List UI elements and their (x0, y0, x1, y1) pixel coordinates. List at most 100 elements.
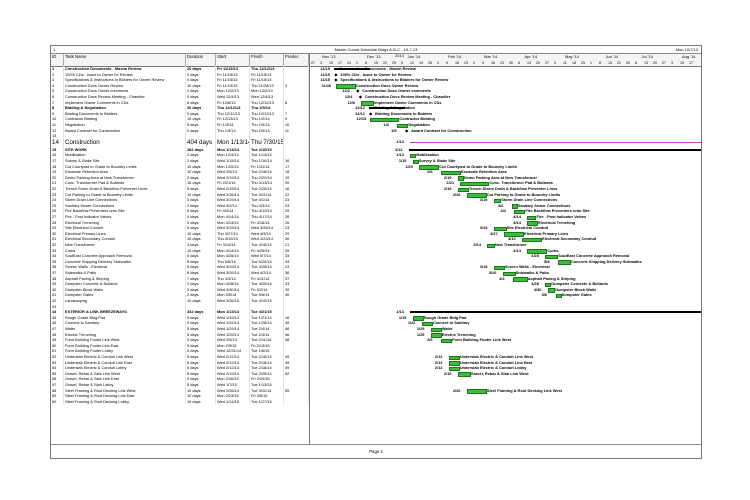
task-bar[interactable] (441, 338, 453, 344)
summary-bar[interactable] (334, 68, 371, 70)
table-row[interactable]: 18 Cut Courtyard to Grade to Boundry Limi… (51, 163, 309, 170)
task-bar[interactable] (545, 254, 559, 260)
milestone-diamond-icon[interactable]: ◆ (358, 94, 362, 99)
milestone-diamond-icon[interactable]: ◆ (334, 77, 338, 83)
task-bar[interactable] (410, 153, 417, 159)
task-bar[interactable] (460, 181, 490, 187)
task-bar[interactable] (412, 316, 424, 321)
table-row[interactable]: 33 Curbs 10 days Mon 4/14/14 Fri 4/25/14 26 (51, 247, 309, 254)
table-row[interactable]: 58 Steel Framing & Roof Decking Link West… (51, 387, 309, 394)
task-bar[interactable] (421, 321, 433, 327)
table-row[interactable]: 43 (51, 303, 309, 310)
table-row[interactable]: 11 Negotiation 5 days Fri 1/3/14 Thu 1/9/14 1… (51, 122, 309, 128)
col-name-header[interactable]: Task Name (64, 54, 186, 66)
table-row[interactable]: 53 Underslab Electric & Conduit Link East… (51, 359, 309, 366)
table-row[interactable]: 9 Bidding Documents to Bidders 0 days Thu 1… (51, 110, 309, 117)
table-row[interactable]: 21 Conc. Transformer Pad & Bollards 15 day… (51, 180, 309, 186)
task-bar[interactable] (457, 176, 464, 181)
table-row[interactable]: 2 100% CDs - Issue to Owner for Review 0 d… (51, 71, 309, 78)
task-bar[interactable] (335, 84, 356, 89)
task-bar[interactable] (511, 204, 518, 209)
task-bar[interactable] (448, 361, 460, 366)
task-bar[interactable] (441, 170, 462, 176)
table-row[interactable]: 42 Landscaping 10 days Wed 2/26/15 Tue 3/10/… (51, 298, 309, 304)
task-bar[interactable] (522, 237, 543, 243)
table-row[interactable]: 50 Form Building Footer Link East 5 days Mo… (51, 342, 309, 349)
table-row[interactable]: 36 Screen Walls - Electrical 5 days Wed 3/1… (51, 264, 309, 270)
table-row[interactable]: 51 Form Building Footer Lobby 5 days Wed 12… (51, 348, 309, 354)
table-row[interactable]: 31 Electrical Secondary Conduit 10 days Thu… (51, 236, 309, 242)
summary-bar[interactable] (369, 107, 406, 110)
table-row[interactable]: 45 Rough Grade Bldg Pad 5 days Wed 1/15/14 T… (51, 314, 309, 321)
col-start-header[interactable]: Start (216, 54, 250, 66)
table-row[interactable]: 5 Construction Docs Owner comments 0 days M… (51, 88, 309, 94)
table-row[interactable]: 55 Gravel, Rebar & Slab Link West 6 days We… (51, 370, 309, 377)
task-bar[interactable] (419, 165, 440, 170)
task-bar[interactable] (547, 288, 556, 293)
task-bar[interactable] (370, 117, 400, 123)
milestone-diamond-icon[interactable]: ◆ (334, 71, 338, 77)
milestone-diamond-icon[interactable]: ◆ (369, 110, 373, 116)
task-bar[interactable] (457, 187, 469, 193)
table-row[interactable]: 38 Asphalt Paving & Striping 7 days Thu 4/3… (51, 275, 309, 282)
table-row[interactable]: 32 New Transformer 3 days Fri 3/14/14 Tue 3/… (51, 242, 309, 248)
task-bar[interactable] (502, 271, 516, 277)
task-bar[interactable] (430, 327, 442, 333)
table-row[interactable]: 16 Mobilization 2 days Mon 1/13/14 Tue 1/14/… (51, 152, 309, 158)
table-row[interactable]: 26 Fire Backflow Preventers onto Site 5 da… (51, 208, 309, 214)
table-row[interactable]: 35 Concrete Shipping Delivery Sidewalks 6 … (51, 258, 309, 265)
table-row[interactable]: 8 Bidding & Negotiation 20 days Thu 12/12/1… (51, 105, 309, 111)
table-row[interactable]: 19 Excavate Retention Area 10 days Wed 2/5/… (51, 169, 309, 175)
task-bar[interactable] (513, 277, 528, 282)
col-pred-header[interactable]: Predec (284, 54, 309, 66)
table-row[interactable]: 14 Construction 404 days Mon 1/13/14 Thu 7/3… (51, 138, 309, 147)
table-row[interactable]: 12 Award Contract for Construction 0 days T… (51, 127, 309, 134)
table-row[interactable]: 13 (51, 133, 309, 139)
table-row[interactable]: 56 Gravel, Rebar & Slab Link East 5 days Mo… (51, 376, 309, 382)
table-row[interactable]: 41 Dumpster Gates 2 days Mon 5/5/14 Tue 5/6/… (51, 292, 309, 298)
table-row[interactable]: 17 Survey & Stake Site 2 days Wed 1/15/14 Th… (51, 158, 309, 164)
task-bar[interactable] (527, 249, 548, 254)
task-bar[interactable] (448, 355, 460, 361)
task-bar[interactable] (514, 209, 526, 215)
table-row[interactable]: 20 Demo Parking Area at New Transformer 2 … (51, 174, 309, 181)
table-row[interactable]: 39 Dumpster Concrete & Bollards 2 days Mon … (51, 281, 309, 287)
construction-bar[interactable] (410, 141, 701, 144)
task-bar[interactable] (448, 366, 460, 372)
summary-bar[interactable] (409, 148, 701, 151)
summary-bar[interactable] (410, 311, 701, 314)
table-row[interactable]: 27 Fire - Post Indicator Valves 4 days Mon … (51, 214, 309, 220)
table-row[interactable]: 34 SoutEast Concrete Approach Removal 6 da… (51, 253, 309, 259)
table-row[interactable]: 44 EXTERIOR & LINK BREEZEWAYS 332 days Mon … (51, 309, 309, 315)
table-row[interactable]: 57 Gravel, Rebar & Slab Lobby 5 days Wed 1/… (51, 382, 309, 388)
task-bar[interactable] (487, 243, 495, 249)
table-row[interactable]: 59 Steel Framing & Roof Decking Link East… (51, 393, 309, 399)
table-row[interactable]: 47 Water 5 days Wed 1/29/14 Tue 2/4/14 46 (51, 326, 309, 332)
table-row[interactable]: 40 Dumpster Block Walls 3 days Wed 4/30/14 F… (51, 286, 309, 293)
table-row[interactable]: 29 Site Electrical Conduit 6 days Wed 3/19/… (51, 225, 309, 231)
table-row[interactable]: 52 Underslab Electric & Conduit Link West… (51, 354, 309, 360)
milestone-diamond-icon[interactable]: ◆ (405, 127, 409, 133)
table-row[interactable]: 23 Cut Parking to Grade to Boundry Limits… (51, 191, 309, 198)
col-finish-header[interactable]: Finish (250, 54, 284, 66)
table-row[interactable]: 24 Storm Drain Line Connections 3 days Wed … (51, 197, 309, 203)
table-row[interactable]: 37 Sidewalks & Patio 6 days Wed 3/26/14 Wed … (51, 270, 309, 276)
task-bar[interactable] (457, 372, 471, 377)
task-bar[interactable] (555, 293, 562, 299)
task-bar[interactable] (430, 333, 442, 338)
task-bar[interactable] (397, 123, 409, 129)
table-row[interactable]: 7 Implement Owner Comments in CDs 6 days Fr… (51, 99, 309, 106)
table-row[interactable]: 30 Electrical Primary Lines 10 days Thu 3/2… (51, 230, 309, 237)
table-row[interactable]: 6 Construction Docs Review Meeting - Chan… (51, 94, 309, 100)
table-row[interactable]: 3 Specifications & Instructions to Bidder… (51, 77, 309, 83)
table-row[interactable]: 10 Contractor Bidding 15 days Fri 12/13/13 T… (51, 116, 309, 122)
task-bar[interactable] (466, 389, 487, 394)
task-bar[interactable] (412, 159, 419, 165)
table-row[interactable]: 15 SITE WORK 282 days Mon 1/13/14 Tue 2/10/1… (51, 146, 309, 153)
table-row[interactable]: 48 Electric Trenching 5 days Wed 1/29/14 Tue… (51, 331, 309, 338)
table-row[interactable]: 4 Construction Docs Owner Review 10 days Fr… (51, 82, 309, 89)
task-bar[interactable] (527, 215, 537, 221)
task-bar[interactable] (504, 232, 525, 237)
table-row[interactable]: 25 Sanitary Sewer Connections 2 days Wed 4/… (51, 202, 309, 209)
col-id-header[interactable]: ID (51, 54, 64, 66)
